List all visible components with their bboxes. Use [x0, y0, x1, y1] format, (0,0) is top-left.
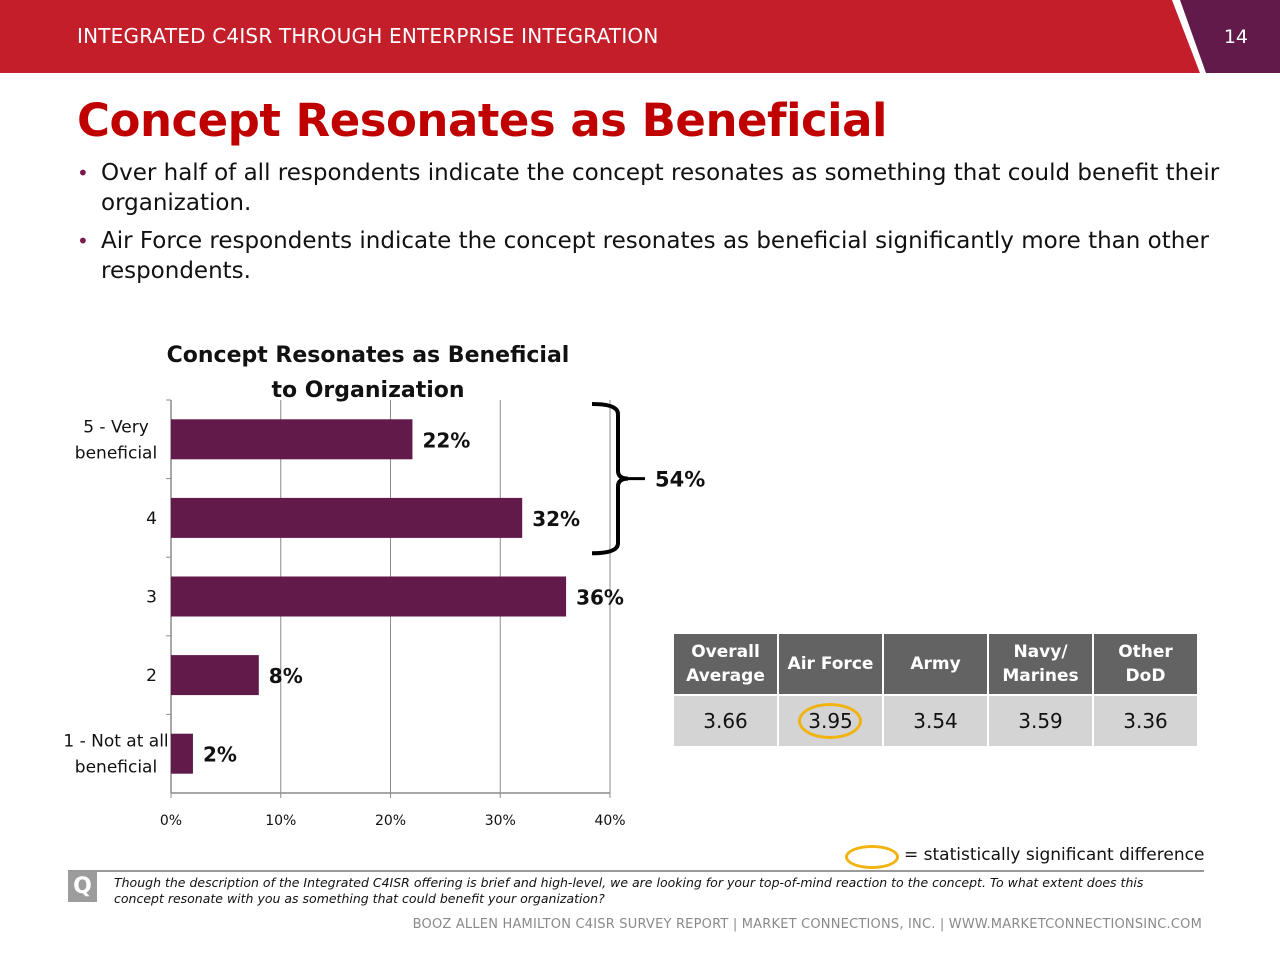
table-header-cell: Air Force	[779, 634, 882, 694]
category-label: 2	[146, 666, 157, 686]
table-cell-value: 3.36	[1123, 709, 1168, 733]
bullet-text: Over half of all respondents indicate th…	[101, 160, 1220, 216]
table-header-cell: Overall Average	[674, 634, 777, 694]
question-text: Though the description of the Integrated…	[114, 875, 1144, 906]
chart-title: Concept Resonates as Beneficial to Organ…	[166, 343, 570, 403]
bullet-text: Air Force respondents indicate the conce…	[101, 228, 1209, 284]
slide-title: Concept Resonates as Beneficial	[77, 94, 887, 147]
x-tick-label: 10%	[265, 813, 296, 829]
table-header-row: Overall Average Air Force Army Navy/ Mar…	[674, 634, 1197, 694]
category-label: 5 - Very beneficial	[75, 417, 157, 463]
footer-text: BOOZ ALLEN HAMILTON C4ISR SURVEY REPORT …	[412, 917, 1202, 932]
table-cell-value: 3.59	[1018, 709, 1063, 733]
table-header-cell: Navy/ Marines	[989, 634, 1092, 694]
significance-legend-icon	[845, 845, 899, 869]
table-cell: 3.54	[884, 696, 987, 746]
bullet-dot-icon: •	[77, 161, 89, 185]
header-title: INTEGRATED C4ISR THROUGH ENTERPRISE INTE…	[77, 24, 659, 48]
top-two-box-label: 54%	[655, 468, 705, 492]
table-header-cell: Other DoD	[1094, 634, 1197, 694]
x-tick-label: 40%	[594, 813, 625, 829]
category-label: 3	[146, 588, 157, 608]
x-tick-label: 0%	[160, 813, 182, 829]
bar	[171, 655, 259, 696]
significance-circle-icon	[797, 703, 862, 739]
x-tick-label: 20%	[375, 813, 406, 829]
header-bar: INTEGRATED C4ISR THROUGH ENTERPRISE INTE…	[0, 0, 1280, 73]
header-background	[0, 0, 1280, 73]
bullet-dot-icon: •	[77, 229, 89, 253]
category-label: 1 - Not at all beneficial	[63, 732, 168, 778]
table-cell: 3.66	[674, 696, 777, 746]
category-label: 4	[146, 509, 157, 529]
x-tick-label: 30%	[485, 813, 516, 829]
bar-chart: 0% 10% 20% 30% 40%22%5 - Very beneficial32%43…	[63, 399, 705, 829]
bullet-list: • Over half of all respondents indicate t…	[77, 158, 1227, 294]
page-number: 14	[1223, 26, 1248, 48]
table-cell: 3.36	[1094, 696, 1197, 746]
bar-value-label: 32%	[532, 507, 580, 531]
bullet-item: • Over half of all respondents indicate t…	[77, 158, 1227, 218]
bar-value-label: 36%	[576, 586, 624, 610]
bar-value-label: 2%	[203, 743, 237, 767]
average-score-table: Overall Average Air Force Army Navy/ Mar…	[672, 632, 1199, 748]
table-cell: 3.59	[989, 696, 1092, 746]
bar	[171, 576, 567, 617]
bar-value-label: 22%	[422, 428, 470, 452]
significance-legend-text: = statistically significant difference	[904, 845, 1205, 865]
table-row: 3.66 3.95 3.54 3.59 3.36	[674, 696, 1197, 746]
bar-value-label: 8%	[269, 664, 303, 688]
question-divider	[68, 870, 1204, 872]
bar	[171, 419, 413, 460]
bullet-item: • Air Force respondents indicate the conc…	[77, 226, 1227, 286]
table-header-cell: Army	[884, 634, 987, 694]
table-cell-significant: 3.95	[779, 696, 882, 746]
question-badge: Q	[68, 872, 97, 902]
bar	[171, 733, 193, 774]
table-cell-value: 3.66	[703, 709, 748, 733]
bar	[171, 497, 523, 538]
table-cell-value: 3.54	[913, 709, 958, 733]
